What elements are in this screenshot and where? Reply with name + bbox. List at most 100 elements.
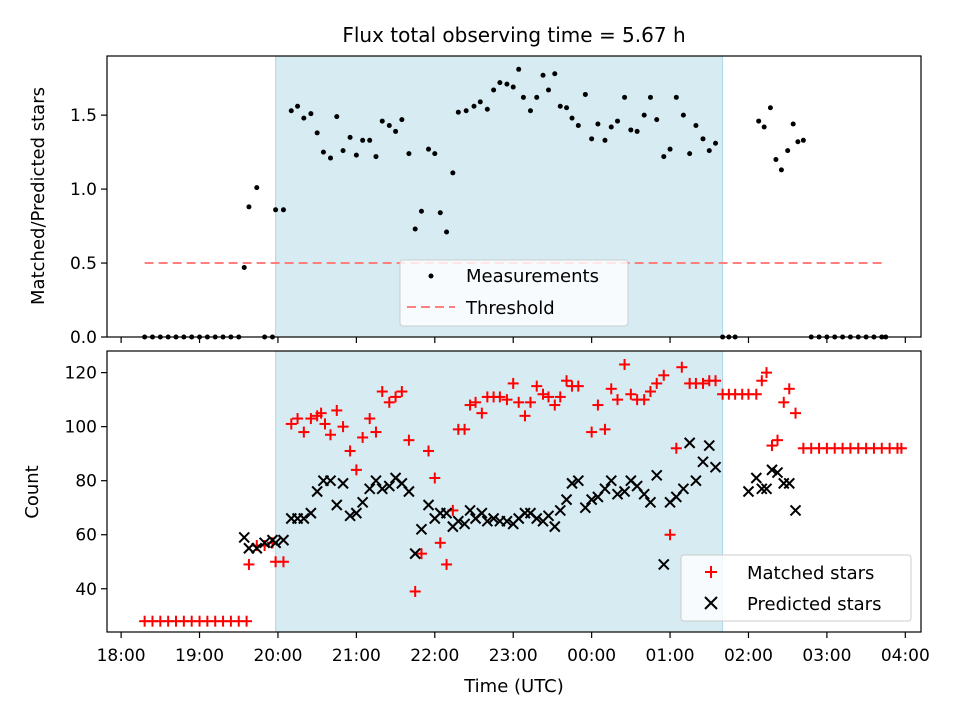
matched-star-point [710,375,722,387]
predicted-star-point [742,485,755,498]
predicted-star-point [356,496,369,509]
matched-star-point [390,391,402,403]
measurement-point [437,210,443,216]
matched-star-point [531,380,543,392]
predicted-star-point-b [364,483,376,495]
predicted-star-point [403,485,415,498]
predicted-star-point [370,474,382,487]
predicted-star-point-b [356,496,369,509]
matched-star-point [612,394,624,406]
bottom-y-tick-label: 80 [75,472,97,492]
matched-star-point [429,472,441,484]
predicted-star-point-b [305,507,317,519]
predicted-star-point [658,558,670,571]
bottom-axes: 40 60 80 100 120 18:00 19:00 20:00 21:00 22:00 23:… [65,350,930,666]
matched-star-point [783,383,795,395]
predicted-star-point-b [396,477,408,490]
predicted-star-point-b [560,493,573,506]
matched-star-point [625,388,637,400]
measurement-point [426,146,432,152]
matched-star-point [305,413,317,425]
measurement-point [491,87,497,93]
predicted-star-point-b [524,507,537,519]
predicted-star-point-b [651,469,663,481]
predicted-star-point [501,515,513,527]
measurement-point [432,151,438,157]
matched-star-point [549,399,561,411]
matched-star-point [599,423,611,435]
measurement-point [510,84,516,90]
predicted-star-point [651,469,663,481]
predicted-star-point-b [703,439,715,452]
top-y-tick-label: 0.5 [70,254,97,274]
matched-star-point [292,413,304,425]
bottom-panel: Matched stars Predicted stars 40 60 80 100 1… [22,350,930,697]
measurement-point [615,118,621,124]
top-y-axis-label: Matched/Predicted stars [28,87,49,305]
predicted-star-point [709,461,722,473]
measurement-point [575,123,581,129]
predicted-star-point [305,507,317,519]
predicted-star-point-b [709,461,722,473]
matched-star-point [415,548,427,560]
measurement-point [602,137,608,143]
predicted-star-point [311,485,323,498]
predicted-star-point [383,480,396,492]
predicted-star-point-b [760,483,773,495]
measurement-point [778,167,784,173]
predicted-star-point-b [344,510,356,522]
predicted-star-point-b [383,480,396,492]
measurement-point [667,146,673,152]
measurement-point [273,207,279,213]
matched-star-point [644,386,656,398]
measurement-point [693,123,699,129]
matched-star-point [403,434,415,446]
matched-star-point [778,396,790,408]
top-y-tick-label: 1.0 [70,180,97,200]
predicted-star-point [531,512,543,525]
predicted-star-point-b [566,477,578,490]
measurement-point [444,229,450,235]
top-axes-frame [106,55,922,338]
predicted-star-point-b [298,512,310,525]
bottom-x-tick-label: 22:00 [410,646,459,666]
measurement-point [713,140,719,146]
matched-star-point [350,464,362,476]
matched-star-point [750,388,762,400]
predicted-star-point [677,483,690,495]
x-axis-label: Time (UTC) [463,676,564,697]
matched-stars-series [139,359,907,627]
predicted-star-point-b [476,507,488,519]
bottom-y-tick-label: 40 [75,580,97,600]
matched-star-point [409,585,421,597]
measurement-point [608,124,614,130]
predicted-star-point [344,510,356,522]
predicted-star-point [476,507,488,519]
predicted-star-point [579,502,592,514]
predicted-star-point [554,504,566,517]
measurement-point [353,152,359,158]
measurement-point [622,94,628,100]
predicted-star-point [644,496,657,509]
measurement-point [320,149,326,155]
measurement-point [641,112,647,118]
matched-star-point [543,391,555,403]
predicted-star-point [376,483,388,495]
predicted-star-point-b [389,472,402,484]
predicted-star-point-b [269,537,282,549]
predicted-star-point-b [324,474,337,487]
predicted-star-point [258,537,271,549]
predicted-star-point-b [631,480,643,492]
legend-label-measurements: Measurements [466,266,599,287]
bottom-x-tick-label: 00:00 [567,646,616,666]
measurement-point [706,148,712,154]
matched-star-point [319,418,331,430]
matched-star-point [324,429,336,441]
measurement-point [516,66,522,72]
measurement-point [589,136,595,142]
measurement-point [687,151,693,157]
measurement-point [761,124,767,130]
matched-star-point [756,375,768,387]
matched-star-point [651,377,663,389]
matched-star-point [441,558,453,570]
